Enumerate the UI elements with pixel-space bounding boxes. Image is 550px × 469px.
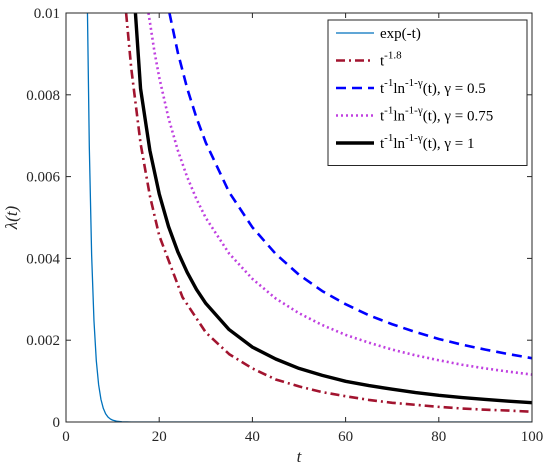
y-tick-label: 0.004 [26,251,60,267]
series-layer [86,13,532,422]
legend-text-run: ln [393,81,405,97]
legend: exp(-t)t-1.8t-1ln-1-γ(t), γ = 0.5t-1ln-1… [327,19,528,166]
legend-text-run: ln [393,109,405,125]
series-line-5 [133,13,532,405]
x-tick-label: 0 [62,429,70,445]
y-tick-label: 0.002 [26,333,60,349]
y-tick-label: 0 [53,415,61,431]
legend-text-run: exp(-t) [380,26,421,42]
legend-superscript: -1 [384,105,393,117]
legend-text-run: (t), γ = 1 [423,136,475,152]
y-axis-label: λ(t) [2,205,21,230]
x-tick-label: 20 [152,429,167,445]
y-tick-label: 0.006 [26,170,60,186]
legend-superscript: -1 [384,77,393,89]
x-tick-label: 80 [431,429,446,445]
legend-text-run: t [380,81,385,97]
series-line-1 [86,13,532,422]
axes: 0 20 40 60 80 100 0 0.002 0.004 0.006 0.008 0.01 t λ(… [2,6,543,466]
legend-text-run: t [380,54,385,70]
legend-label-4: t-1ln-1-γ(t), γ = 0.75 [380,105,493,125]
series-line-2 [124,13,532,414]
legend-superscript: -1-γ [405,132,423,144]
legend-text-run: t [380,109,385,125]
legend-text-run: ln [393,136,405,152]
y-tick-label: 0.008 [26,88,60,104]
x-axis-label: t [297,447,303,466]
y-tick-label: 0.01 [34,6,60,22]
legend-text-run: (t), γ = 0.75 [423,109,494,125]
series-line-3 [168,13,532,360]
series-line-4 [147,13,532,376]
x-tick-label: 100 [521,429,544,445]
legend-superscript: -1-γ [405,105,423,117]
legend-text-run: t [380,136,385,152]
x-tick-label: 40 [245,429,260,445]
plot-frame [65,12,533,423]
legend-label-2: t-1.8 [380,50,402,70]
legend-label-3: t-1ln-1-γ(t), γ = 0.5 [380,77,486,97]
legend-text-run: (t), γ = 0.5 [423,81,486,97]
legend-label-1: exp(-t) [380,26,421,42]
legend-superscript: -1 [384,132,393,144]
x-tick-label: 60 [338,429,353,445]
legend-superscript: -1-γ [405,77,423,89]
legend-label-5: t-1ln-1-γ(t), γ = 1 [380,132,474,152]
legend-superscript: -1.8 [384,50,402,62]
legend-box [327,19,528,166]
